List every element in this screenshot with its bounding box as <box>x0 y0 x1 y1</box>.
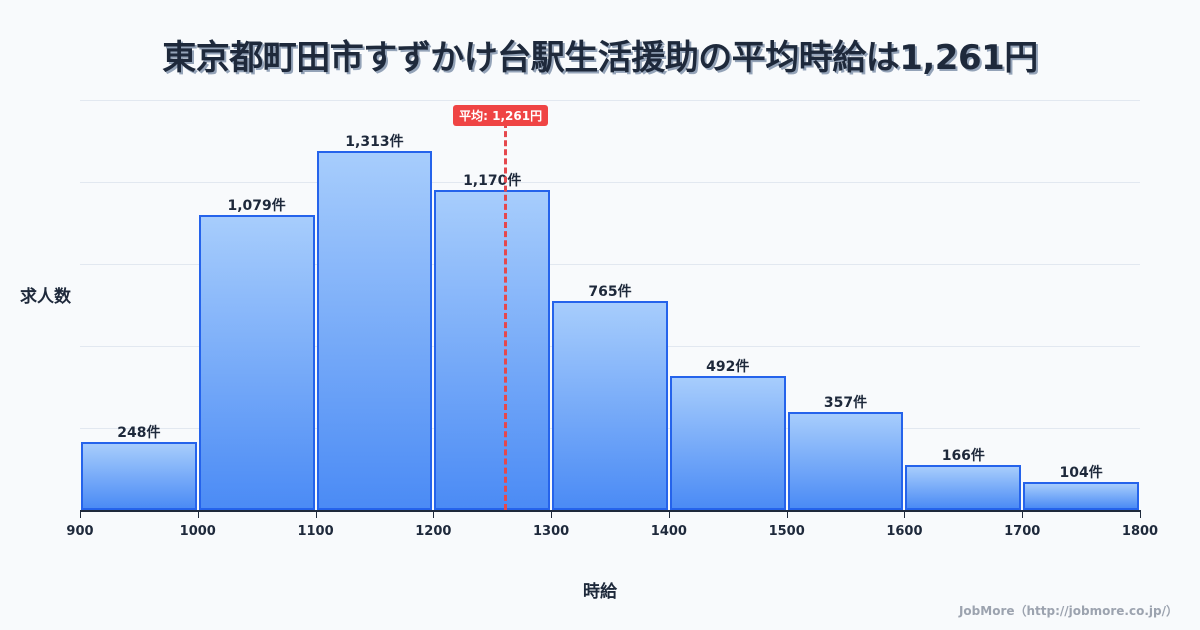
x-axis-label: 時給 <box>583 582 617 602</box>
x-tick-label: 1700 <box>1004 524 1041 539</box>
histogram-bar <box>669 375 786 510</box>
x-tick <box>433 510 435 518</box>
bar-value-label: 248件 <box>117 425 161 442</box>
x-tick <box>1140 510 1141 518</box>
x-axis-line <box>80 510 1140 512</box>
gridline <box>80 264 1140 265</box>
bar-value-label: 166件 <box>941 447 985 464</box>
chart-title: 東京都町田市すずかけ台駅生活援助の平均時給は1,261円 <box>162 38 1038 78</box>
x-tick-label: 1800 <box>1121 524 1159 539</box>
gridline <box>80 182 1140 183</box>
x-tick-label: 1500 <box>768 524 805 539</box>
x-tick <box>904 510 906 518</box>
source-credit: JobMore（http://jobmore.co.jp/） <box>958 604 1178 618</box>
y-axis-label: 求人数 <box>20 287 71 307</box>
x-tick-label: 1000 <box>179 524 216 539</box>
x-tick <box>197 510 199 518</box>
x-tick <box>80 510 81 518</box>
histogram-bar <box>198 215 315 510</box>
histogram-bar <box>81 442 197 510</box>
mean-line <box>504 122 508 510</box>
bar-value-label: 765件 <box>588 283 632 300</box>
x-tick-label: 1600 <box>886 524 923 539</box>
x-tick <box>551 510 553 518</box>
bar-value-label: 104件 <box>1059 464 1103 481</box>
histogram-bar <box>905 464 1022 510</box>
histogram-bar <box>316 151 433 510</box>
x-tick-label: 1300 <box>533 524 570 539</box>
bar-value-label: 1,079件 <box>227 198 286 215</box>
histogram-bar <box>787 412 904 510</box>
bar-value-label: 357件 <box>823 395 868 412</box>
mean-badge: 平均: 1,261円 <box>453 105 549 126</box>
x-tick-label: 900 <box>66 524 94 539</box>
histogram-bar <box>434 190 551 510</box>
x-tick-label: 1200 <box>415 524 452 539</box>
bar-value-label: 492件 <box>706 358 750 375</box>
bar-value-label: 1,170件 <box>463 173 522 190</box>
histogram-bar <box>1023 481 1139 510</box>
x-tick-label: 1400 <box>650 524 687 539</box>
x-tick <box>786 510 788 518</box>
plot-area: 248件 1,079件 1,313件 1,170件 765件 492件 357件 166件 10… <box>80 100 1140 511</box>
x-tick-label: 1100 <box>297 524 334 539</box>
histogram-bar <box>552 300 668 510</box>
gridline <box>80 100 1140 101</box>
bar-value-label: 1,313件 <box>345 134 404 151</box>
x-tick <box>315 510 317 518</box>
x-tick <box>1022 510 1024 518</box>
x-tick <box>668 510 670 518</box>
